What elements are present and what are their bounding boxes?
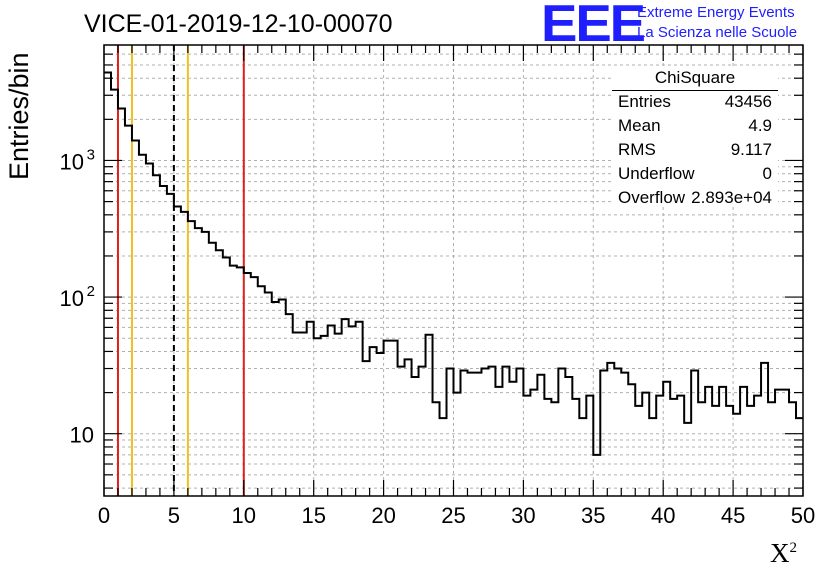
stats-key: RMS (618, 140, 656, 159)
grid-lines (104, 45, 803, 496)
logo-line-1: Extreme Energy Events (637, 4, 795, 21)
stats-key: Overflow (618, 188, 686, 207)
stats-title: ChiSquare (654, 68, 736, 87)
stats-key: Entries (618, 92, 671, 111)
x-tick-label: 15 (301, 503, 325, 528)
stats-box: ChiSquare Entries 43456 Mean 4.9 RMS 9.117 … (612, 66, 778, 207)
stats-divider (612, 90, 778, 91)
y-tick-label: 10 (60, 286, 84, 311)
y-tick-exponent: 2 (87, 283, 95, 300)
stats-row-mean: Mean 4.9 (618, 116, 772, 140)
x-tick-label: 5 (168, 503, 180, 528)
y-tick-exponent: 3 (87, 146, 95, 163)
marker-lines (116, 45, 245, 496)
stats-value: 0 (762, 164, 772, 183)
x-tick-label: 10 (232, 503, 256, 528)
stats-row-underflow: Underflow 0 (618, 164, 772, 188)
y-tick-label: 10 (70, 423, 94, 448)
x-tick-label: 50 (791, 503, 815, 528)
y-tick-label: 10 (60, 149, 84, 174)
stats-value: 2.893e+04 (691, 188, 772, 207)
stats-value: 9.117 (730, 140, 772, 159)
x-axis-label: X2 (770, 538, 797, 569)
x-tick-label: 45 (721, 503, 745, 528)
x-tick-label: 40 (651, 503, 675, 528)
stats-value: 4.9 (748, 116, 772, 135)
x-tick-label: 30 (511, 503, 535, 528)
x-tick-label: 25 (441, 503, 465, 528)
x-tick-label: 0 (98, 503, 110, 528)
stats-key: Mean (618, 116, 661, 135)
chart-title: VICE-01-2019-12-10-00070 (84, 10, 393, 38)
x-tick-label: 35 (581, 503, 605, 528)
stats-value: 43456 (724, 92, 772, 111)
stats-key: Underflow (618, 164, 695, 183)
histogram-series (104, 71, 803, 456)
x-axis-label-text: X (770, 538, 790, 568)
stats-row-rms: RMS 9.117 (618, 140, 772, 164)
x-axis-label-sup: 2 (789, 540, 798, 556)
axis-ticks (103, 45, 804, 496)
logo-line-2: La Scienza nelle Scuole (637, 24, 798, 41)
x-tick-label: 20 (371, 503, 395, 528)
eee-logo: EEE (541, 0, 646, 53)
stats-row-entries: Entries 43456 (618, 92, 772, 116)
stats-row-overflow: Overflow 2.893e+04 (618, 188, 772, 212)
